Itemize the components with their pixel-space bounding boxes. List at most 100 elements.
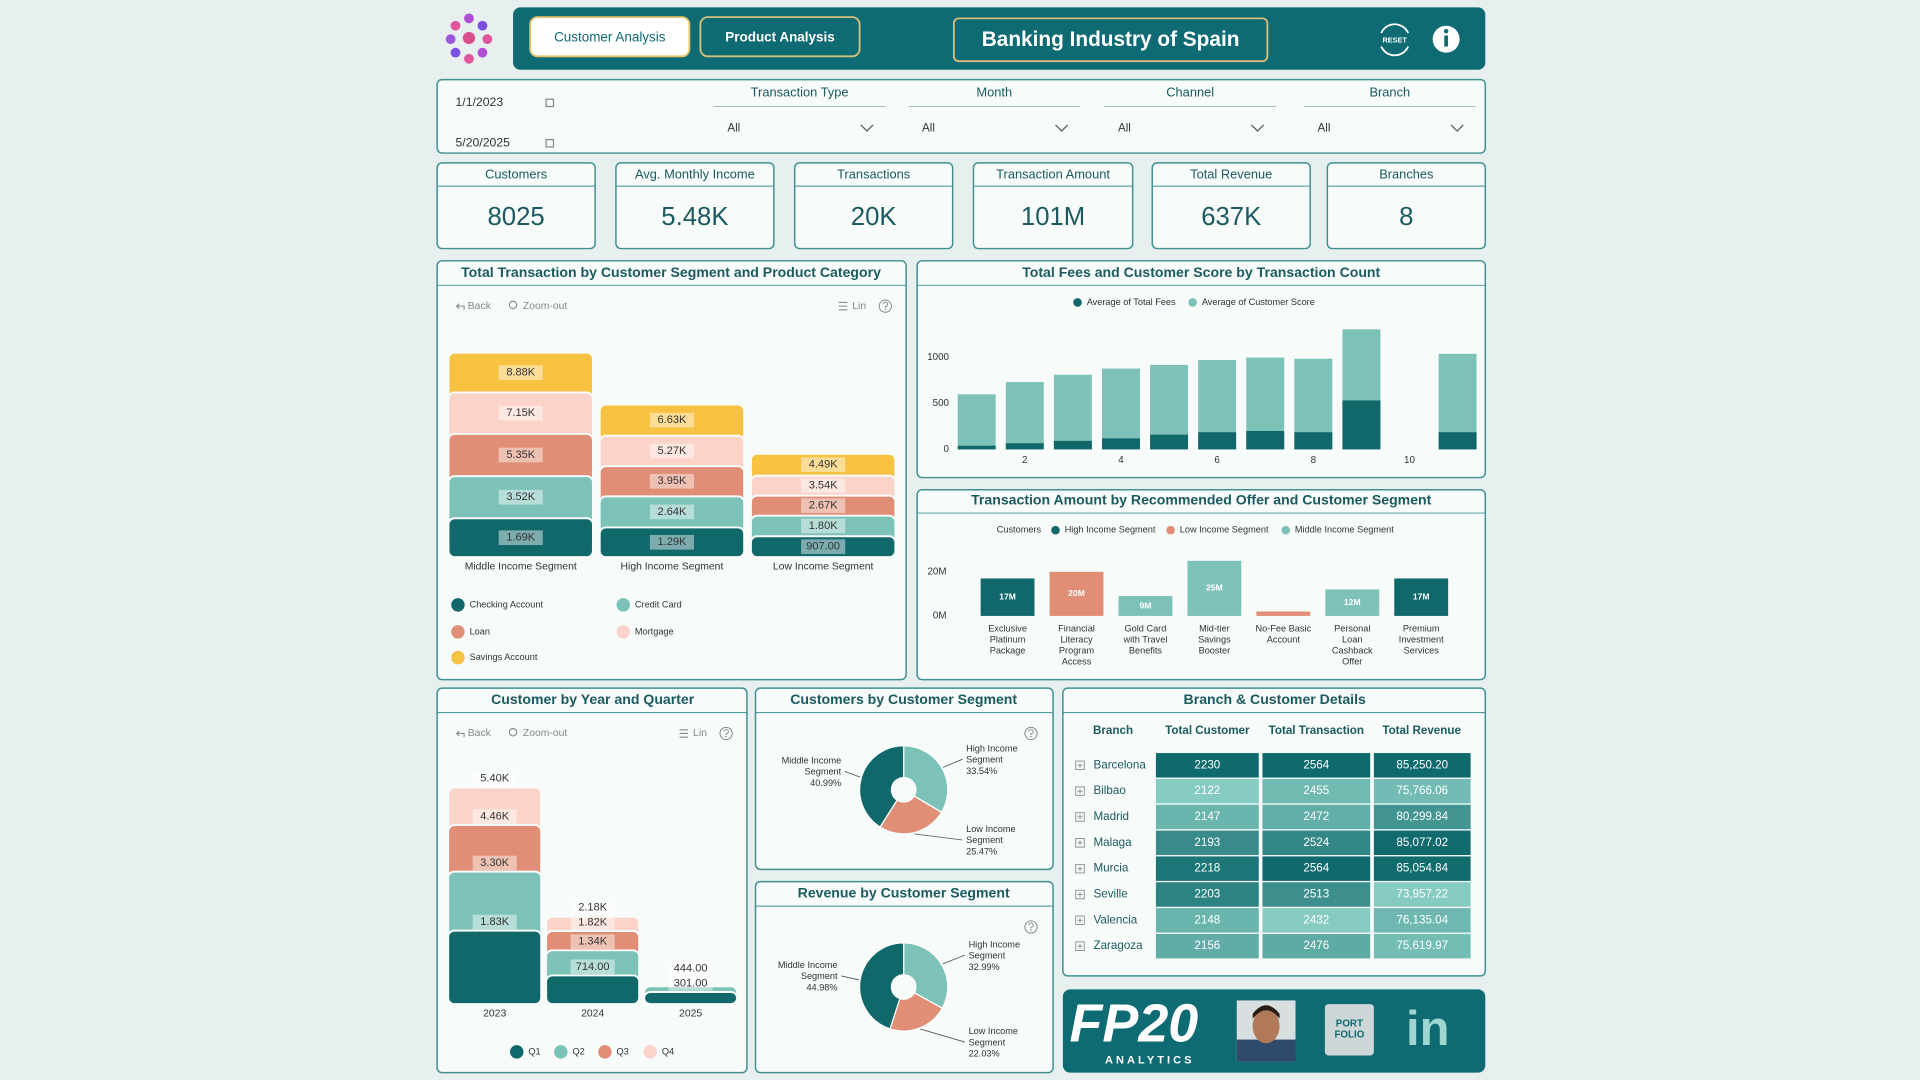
legend-label: Average of Customer Score <box>1202 297 1315 307</box>
tab-label[interactable]: Product Analysis <box>725 30 834 45</box>
table-cell: Madrid <box>1093 810 1129 823</box>
table-cell: 2122 <box>1194 784 1220 797</box>
table-cell-bg <box>1155 933 1259 959</box>
table-cell-bg <box>1155 908 1259 933</box>
help-icon[interactable] <box>1024 726 1038 741</box>
data-label: 5.35K <box>506 449 535 461</box>
reset-button[interactable]: RESET <box>1380 23 1410 57</box>
reset-arrow[interactable] <box>1380 23 1410 34</box>
text-line: Mid-tier <box>1199 624 1230 634</box>
info-glyph[interactable] <box>1444 35 1448 47</box>
calendar-icon[interactable] <box>545 98 555 108</box>
text-line: Loan <box>1342 635 1362 645</box>
bar <box>1101 368 1140 450</box>
date-start[interactable]: 1/1/2023 <box>456 95 504 109</box>
expand-icon[interactable] <box>1075 760 1085 771</box>
data-label: 2.64K <box>658 506 687 518</box>
expand-glyph[interactable] <box>1077 917 1083 923</box>
profile-photo[interactable] <box>1236 1000 1296 1062</box>
expand-icon[interactable] <box>1075 915 1085 926</box>
legend-label: Low Income Segment <box>1180 525 1269 535</box>
text-line: Services <box>1404 646 1440 656</box>
slice-value: 44.98% <box>806 983 837 993</box>
table-cell-bg <box>1373 933 1471 959</box>
text-line: Segment <box>805 767 842 777</box>
info-glyph[interactable] <box>1443 29 1449 34</box>
expand-icon[interactable] <box>1075 786 1085 796</box>
expand-glyph[interactable] <box>1077 762 1083 768</box>
expand-glyph[interactable] <box>1077 840 1083 846</box>
expand-glyph[interactable] <box>1077 892 1083 897</box>
expand-glyph[interactable] <box>1077 814 1083 820</box>
data-label: 20M <box>1068 588 1085 598</box>
dropdown-chevron[interactable] <box>860 124 874 132</box>
panel <box>436 78 1487 154</box>
data-label-box <box>498 365 543 380</box>
date-end[interactable]: 5/20/2025 <box>456 135 511 149</box>
dropdown-chevron[interactable] <box>1450 124 1464 132</box>
expand-icon[interactable] <box>1075 838 1085 848</box>
slice-label: Low Income Segment <box>966 825 1015 846</box>
table-cell-bg <box>1155 753 1259 778</box>
bar <box>1005 443 1044 450</box>
expand-icon[interactable] <box>1075 863 1085 874</box>
reset-arrow[interactable] <box>1380 46 1410 57</box>
toolbar-button[interactable]: Zoom-out <box>523 301 568 312</box>
filter-value[interactable]: All <box>1318 122 1331 135</box>
help-glyph <box>884 308 887 311</box>
slice-label: High Income Segment <box>969 940 1021 961</box>
photo-face[interactable] <box>1252 1008 1280 1044</box>
filter-value[interactable]: All <box>727 122 740 135</box>
photo-hair[interactable] <box>1252 1005 1280 1019</box>
data-label-box <box>570 959 615 975</box>
calendar-icon[interactable] <box>545 138 555 148</box>
text-line: Package <box>990 646 1026 656</box>
table-cell-bg <box>1373 908 1471 933</box>
expand-icon[interactable] <box>1075 889 1085 900</box>
help-glyph <box>723 728 729 736</box>
text-line: Platinum <box>990 635 1026 645</box>
data-label: 1.83K <box>480 916 509 928</box>
reset-label[interactable]: RESET <box>1382 35 1407 44</box>
toolbar-button[interactable]: Back <box>468 728 492 739</box>
portfolio-button[interactable] <box>1324 1004 1374 1056</box>
expand-icon[interactable] <box>1075 941 1085 951</box>
logo-dot <box>450 47 461 58</box>
toolbar-button[interactable]: Back <box>468 301 492 312</box>
dropdown-chevron[interactable] <box>1055 124 1069 132</box>
table-cell: 2472 <box>1303 810 1329 823</box>
toolbar-button[interactable]: Lin <box>693 728 707 739</box>
donut-slice <box>879 795 943 835</box>
photo-shirt[interactable] <box>1236 1039 1296 1062</box>
tab-button[interactable] <box>529 16 691 58</box>
toolbar-button[interactable]: Lin <box>852 301 866 312</box>
table-cell-bg <box>1155 804 1259 830</box>
slice-value: 22.03% <box>969 1049 1000 1059</box>
table-cell-bg <box>1373 753 1471 778</box>
x-tick-label: 4 <box>1118 455 1124 466</box>
tab-button[interactable] <box>699 16 861 58</box>
filter-value[interactable]: All <box>922 122 935 135</box>
dropdown-chevron[interactable] <box>1250 124 1265 132</box>
tab-label[interactable]: Customer Analysis <box>554 30 666 45</box>
logo-dot <box>482 34 493 45</box>
expand-glyph[interactable] <box>1077 866 1083 872</box>
toolbar-button[interactable]: Zoom-out <box>523 728 568 739</box>
filter-value[interactable]: All <box>1118 122 1131 135</box>
bar <box>1187 560 1242 616</box>
text-line: Literacy <box>1060 635 1093 645</box>
expand-glyph[interactable] <box>1077 788 1083 794</box>
linkedin-icon[interactable]: in <box>1406 1002 1450 1056</box>
help-icon[interactable] <box>1024 920 1038 934</box>
expand-icon[interactable] <box>1075 812 1085 822</box>
info-button[interactable] <box>1432 25 1460 53</box>
data-label-box <box>472 914 517 930</box>
help-icon[interactable] <box>878 299 892 313</box>
help-icon[interactable] <box>719 726 733 741</box>
help-glyph <box>1030 929 1032 931</box>
expand-glyph[interactable] <box>1077 943 1083 949</box>
legend-label: Middle Income Segment <box>1295 525 1394 535</box>
portfolio-label[interactable]: PORT FOLIO <box>1334 1018 1364 1040</box>
data-label: 1.34K <box>578 936 607 948</box>
panel <box>1151 162 1311 250</box>
